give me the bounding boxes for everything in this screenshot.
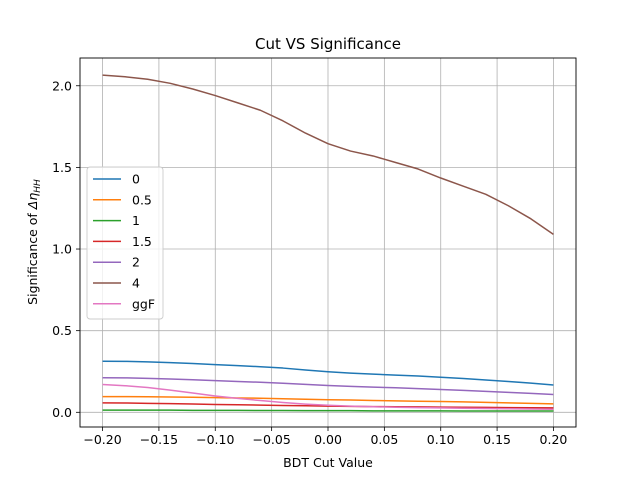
series-line-1 [102, 409, 554, 412]
legend-label-ggF: ggF [132, 296, 155, 311]
legend-label-4: 4 [132, 276, 140, 291]
series-line-4 [102, 74, 554, 235]
legend-label-0.5: 0.5 [132, 192, 152, 207]
axis-ticks: −0.20 −0.15 −0.10 −0.05 0.00 0.05 0.10 0.15 0.20… [52, 78, 567, 447]
legend-label-2: 2 [132, 255, 140, 270]
grid [80, 58, 576, 427]
series-line-ggF [102, 383, 554, 410]
x-tick-label: 0.20 [540, 432, 568, 447]
chart-title: Cut VS Significance [255, 35, 401, 53]
y-axis-title-prefix: Significance of [25, 209, 40, 305]
y-tick-label: 0.0 [52, 405, 72, 420]
series-line-1.5 [102, 402, 554, 409]
y-tick-label: 1.5 [52, 160, 72, 175]
y-tick-label: 0.5 [52, 323, 72, 338]
series-line-0 [102, 360, 554, 386]
series-line-0.5 [102, 395, 554, 405]
legend-label-1.5: 1.5 [132, 234, 152, 249]
y-axis-title-symbol: Δη [25, 193, 40, 211]
y-axis-title-subscript: HH [33, 179, 43, 193]
x-tick-label: 0.15 [483, 432, 511, 447]
series-lines [102, 74, 554, 412]
x-tick-label: −0.05 [252, 432, 290, 447]
legend-label-0: 0 [132, 172, 140, 187]
series-line-2 [102, 376, 554, 396]
x-tick-label: 0.00 [314, 432, 342, 447]
x-tick-label: −0.20 [83, 432, 121, 447]
x-tick-label: −0.15 [140, 432, 178, 447]
y-tick-label: 1.0 [52, 242, 72, 257]
legend-box [86, 166, 164, 320]
x-tick-label: 0.10 [427, 432, 455, 447]
y-tick-label: 2.0 [52, 78, 72, 93]
x-tick-label: 0.05 [370, 432, 398, 447]
x-tick-label: −0.10 [196, 432, 234, 447]
legend: 0 0.5 1 1.5 2 4 ggF [86, 166, 164, 320]
x-axis-title: BDT Cut Value [283, 455, 373, 470]
legend-label-1: 1 [132, 213, 140, 228]
y-axis-title: Significance of ΔηHH [25, 179, 43, 305]
